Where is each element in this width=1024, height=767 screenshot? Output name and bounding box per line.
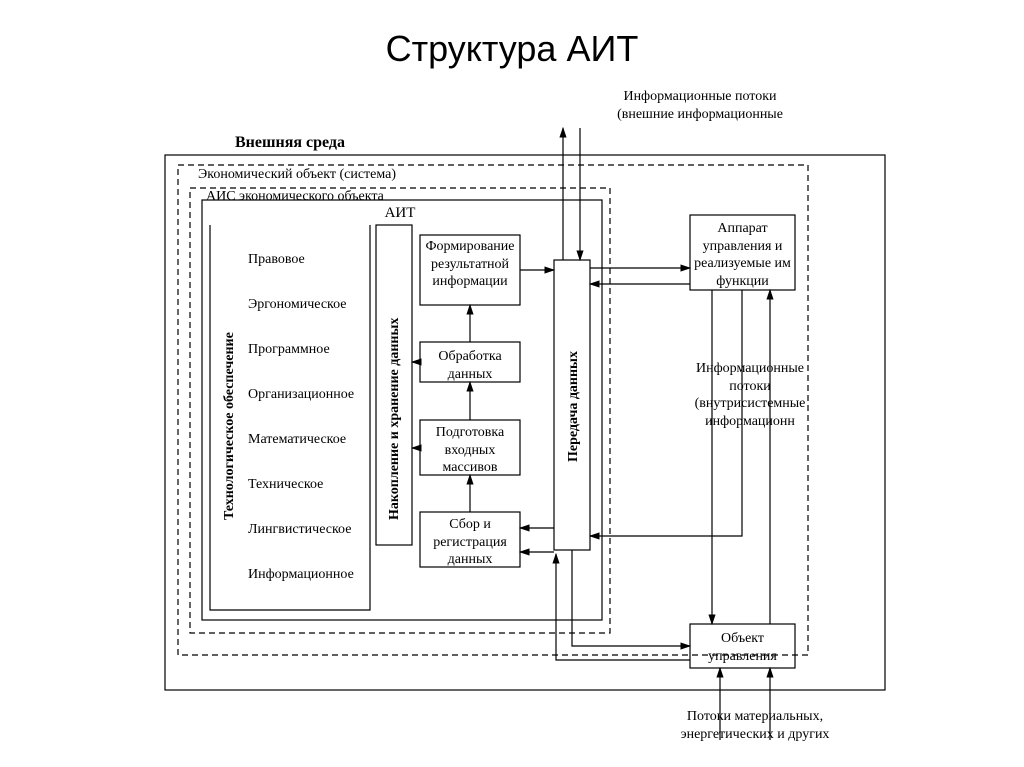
tech-item: Программное	[248, 342, 368, 358]
tech-item: Математическое	[248, 432, 368, 448]
label-ait: АИТ	[280, 204, 520, 223]
label-prep-input: Подготовка входных массивов	[422, 424, 518, 477]
label-collect: Сбор и регистрация данных	[422, 516, 518, 569]
label-tech-support: Технологическое обеспечение	[222, 332, 238, 520]
label-transfer: Передача данных	[566, 351, 582, 462]
tech-item: Информационное	[248, 567, 368, 583]
label-processing: Обработка данных	[422, 348, 518, 383]
label-flows: Потоки материальных, энергетических и др…	[640, 708, 870, 743]
label-external-env: Внешняя среда	[235, 133, 345, 153]
label-info-external: Информационные потоки (внешние информаци…	[590, 88, 810, 123]
label-info-internal: Информационные потоки (внутрисистемные и…	[680, 360, 820, 430]
label-econ-object: Экономический объект (система)	[198, 166, 396, 184]
label-ais-econ: АИС экономического объекта	[206, 188, 384, 206]
diagram-canvas	[0, 0, 1024, 767]
tech-item: Техническое	[248, 477, 368, 493]
tech-item: Правовое	[248, 252, 368, 268]
tech-item: Организационное	[248, 387, 368, 403]
label-storage: Накопление и хранение данных	[387, 318, 403, 520]
label-apparatus: Аппарат управления и реализуемые им функ…	[692, 220, 793, 290]
tech-item: Эргономическое	[248, 297, 368, 313]
label-control-object: Объект управления	[692, 630, 793, 665]
label-form-result: Формирование результатной информации	[422, 238, 518, 291]
tech-items-list: Правовое Эргономическое Программное Организ…	[248, 252, 368, 612]
tech-item: Лингвистическое	[248, 522, 368, 538]
